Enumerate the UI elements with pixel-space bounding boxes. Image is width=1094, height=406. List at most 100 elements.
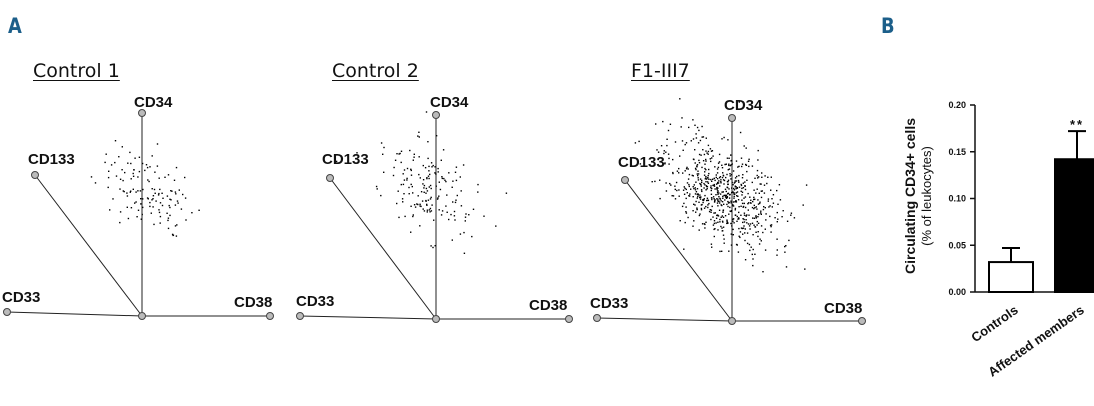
- event-dot: [657, 151, 660, 153]
- event-dot: [429, 198, 432, 200]
- event-dot: [712, 178, 714, 180]
- event-dot: [430, 162, 433, 164]
- event-dot: [703, 182, 705, 185]
- event-dot: [714, 212, 716, 214]
- event-dot: [732, 228, 734, 231]
- axis-cd33: [596, 317, 733, 322]
- event-dot: [719, 193, 722, 195]
- event-dot: [669, 123, 672, 125]
- event-dot: [716, 198, 718, 200]
- event-dot: [750, 199, 752, 201]
- event-dot: [426, 203, 428, 206]
- radial-plot-control-1: CD34 CD133 CD33 CD38: [2, 94, 274, 320]
- event-dot: [718, 153, 721, 156]
- event-dot: [685, 188, 687, 191]
- plot-title-control-2: Control 2: [332, 60, 419, 82]
- event-dot: [412, 215, 414, 218]
- event-dot: [425, 200, 427, 202]
- event-dot: [123, 190, 125, 193]
- event-dot: [710, 193, 713, 195]
- y-tick-label: 0.20: [948, 100, 966, 110]
- event-dot: [685, 197, 687, 200]
- event-dot: [723, 183, 725, 185]
- event-dot: [713, 235, 715, 238]
- event-dot: [119, 211, 122, 213]
- event-dot: [707, 144, 710, 147]
- event-dot: [152, 198, 154, 200]
- event-dot: [410, 169, 412, 172]
- event-dot: [743, 197, 745, 199]
- event-dot: [752, 248, 754, 251]
- axis-end-cd33: [593, 314, 601, 322]
- event-dot: [740, 227, 743, 229]
- event-dot: [733, 187, 735, 190]
- event-dot: [695, 133, 697, 135]
- event-dot: [697, 173, 700, 175]
- event-dot: [454, 219, 456, 221]
- event-dot: [704, 171, 706, 173]
- bars: **: [988, 117, 1094, 293]
- event-dot: [717, 193, 719, 196]
- event-dot: [731, 191, 733, 194]
- event-dot: [703, 174, 706, 176]
- event-dot: [465, 213, 467, 215]
- event-dot: [451, 239, 453, 241]
- event-dot: [139, 190, 142, 192]
- event-dot: [727, 169, 729, 171]
- event-dot: [756, 174, 758, 177]
- event-dot: [156, 165, 159, 167]
- event-dot: [126, 206, 128, 208]
- event-dot: [170, 190, 172, 192]
- event-dot: [127, 162, 129, 164]
- event-dot: [706, 188, 708, 190]
- event-dot: [403, 179, 406, 181]
- event-dot: [674, 141, 677, 143]
- event-dot: [441, 176, 443, 178]
- event-dot: [763, 192, 766, 194]
- event-dot: [178, 189, 180, 191]
- event-dot: [738, 211, 740, 214]
- event-dot: [723, 136, 725, 139]
- event-dot: [732, 220, 734, 222]
- event-dot: [756, 224, 758, 226]
- event-dot: [727, 180, 729, 183]
- event-dot: [717, 187, 719, 189]
- event-dot: [459, 233, 462, 235]
- event-dot: [727, 202, 730, 204]
- event-dot: [397, 190, 399, 192]
- event-dot: [140, 203, 142, 205]
- event-dot: [769, 224, 772, 227]
- event-dot: [718, 196, 720, 198]
- event-dot: [708, 202, 710, 205]
- event-dot: [700, 207, 703, 210]
- event-dot: [697, 194, 700, 196]
- event-dot: [153, 188, 156, 191]
- event-dot: [129, 191, 131, 193]
- event-dot: [687, 216, 689, 219]
- event-dot: [753, 204, 755, 207]
- event-dot: [735, 188, 737, 190]
- event-dot: [406, 177, 408, 180]
- event-dot: [727, 200, 729, 203]
- event-dot: [698, 229, 700, 231]
- event-dot: [754, 198, 756, 200]
- event-dot: [729, 175, 731, 177]
- event-dot: [696, 173, 698, 175]
- event-dot: [746, 170, 748, 173]
- event-dot: [667, 129, 670, 132]
- event-dot: [705, 160, 707, 162]
- event-dot: [697, 179, 700, 181]
- event-dot: [724, 163, 726, 166]
- event-dot: [776, 189, 778, 192]
- event-dot: [762, 231, 764, 234]
- event-dot: [698, 153, 701, 156]
- event-dot: [697, 142, 700, 144]
- event-dot: [441, 177, 443, 180]
- event-dot: [692, 196, 694, 198]
- event-dot: [739, 231, 742, 233]
- axis-cd133: [624, 179, 733, 322]
- event-dot: [719, 176, 722, 178]
- event-dot: [767, 176, 769, 178]
- event-dot: [717, 190, 719, 192]
- event-dot: [435, 135, 438, 137]
